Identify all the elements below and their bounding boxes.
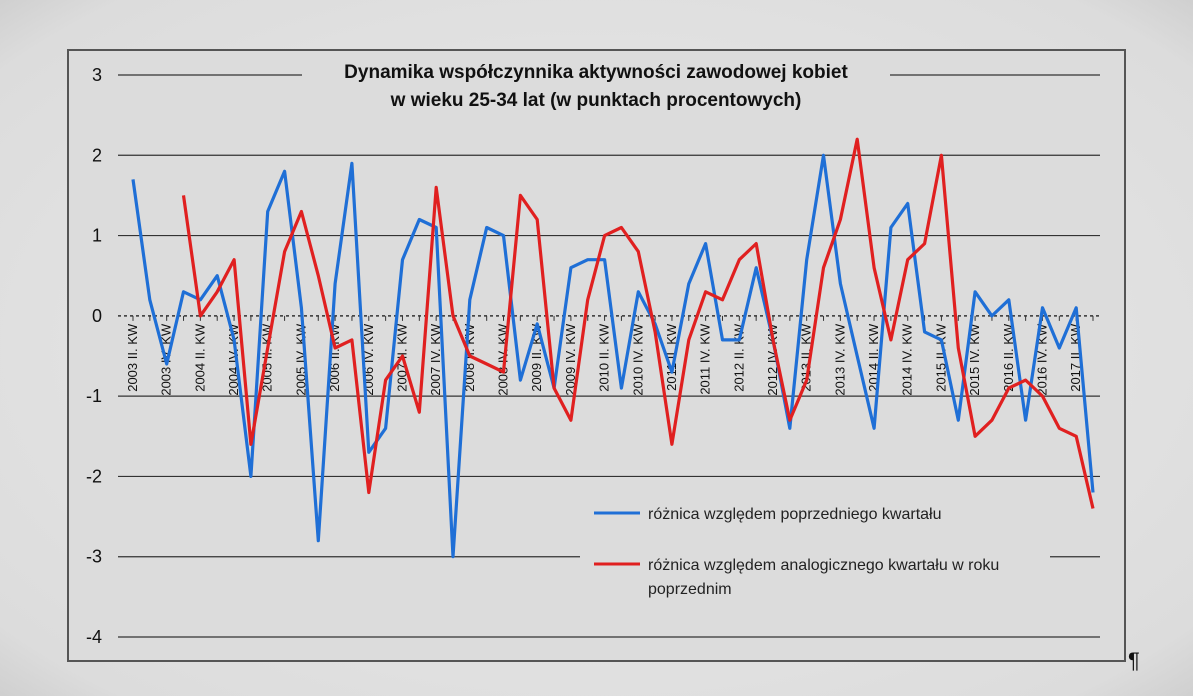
x-tick-label: 2013 IV. KW [832,323,847,396]
x-tick-label: 2012 II. KW [731,323,746,392]
y-tick-label: 2 [92,145,102,165]
y-tick-label: -4 [86,627,102,647]
y-tick-label: 1 [92,226,102,246]
x-tick-label: 2009 IV. KW [563,323,578,396]
x-tick-label: 2014 IV. KW [900,323,915,396]
x-tick-label: 2013 II. KW [799,323,814,392]
x-tick-label: 2016 II. KW [1001,323,1016,392]
y-tick-label: -2 [86,466,102,486]
x-tick-label: 2010 II. KW [597,323,612,392]
legend-bg [580,496,1050,604]
x-tick-label: 2011 IV. KW [698,323,713,395]
series-layer [131,137,1095,559]
series-line-blue [131,153,1095,559]
chart-title-line2: w wieku 25-34 lat (w punktach procentowy… [390,90,802,111]
pilcrow-mark: ¶ [1128,648,1140,673]
legend-label-red-line1: różnica względem analogicznego kwartału … [648,557,999,574]
x-tick-label: 2012 IV. KW [765,323,780,396]
x-tick-label: 2016 IV. KW [1034,323,1049,396]
x-tick-label: 2015 II. KW [933,323,948,392]
x-tick-label: 2010 IV. KW [630,323,645,396]
legend: różnica względem poprzedniego kwartału r… [580,496,1050,604]
chart-title-line1: Dynamika współczynnika aktywności zawodo… [344,62,848,83]
series-line-red [181,137,1095,509]
x-tick-label: 2007 IV. KW [428,323,443,396]
title-bg-1 [302,58,890,88]
legend-label-red-line2: poprzednim [648,581,732,598]
title-bg-2 [356,88,838,116]
y-tick-label: 0 [92,306,102,326]
x-tick-label: 2004 II. KW [192,323,207,392]
y-tick-label: 3 [92,65,102,85]
x-tick-label: 2003 II. KW [125,323,140,392]
y-tick-label: -3 [86,547,102,567]
y-axis: 3 2 1 0 -1 -2 -3 -4 [86,65,102,647]
x-tick-label: 2009 II. KW [529,323,544,392]
x-tick-label: 2011 II. KW [664,323,679,391]
legend-label-blue: różnica względem poprzedniego kwartału [648,506,942,523]
x-tick-label: 2015 IV. KW [967,323,982,396]
y-tick-label: -1 [86,386,102,406]
